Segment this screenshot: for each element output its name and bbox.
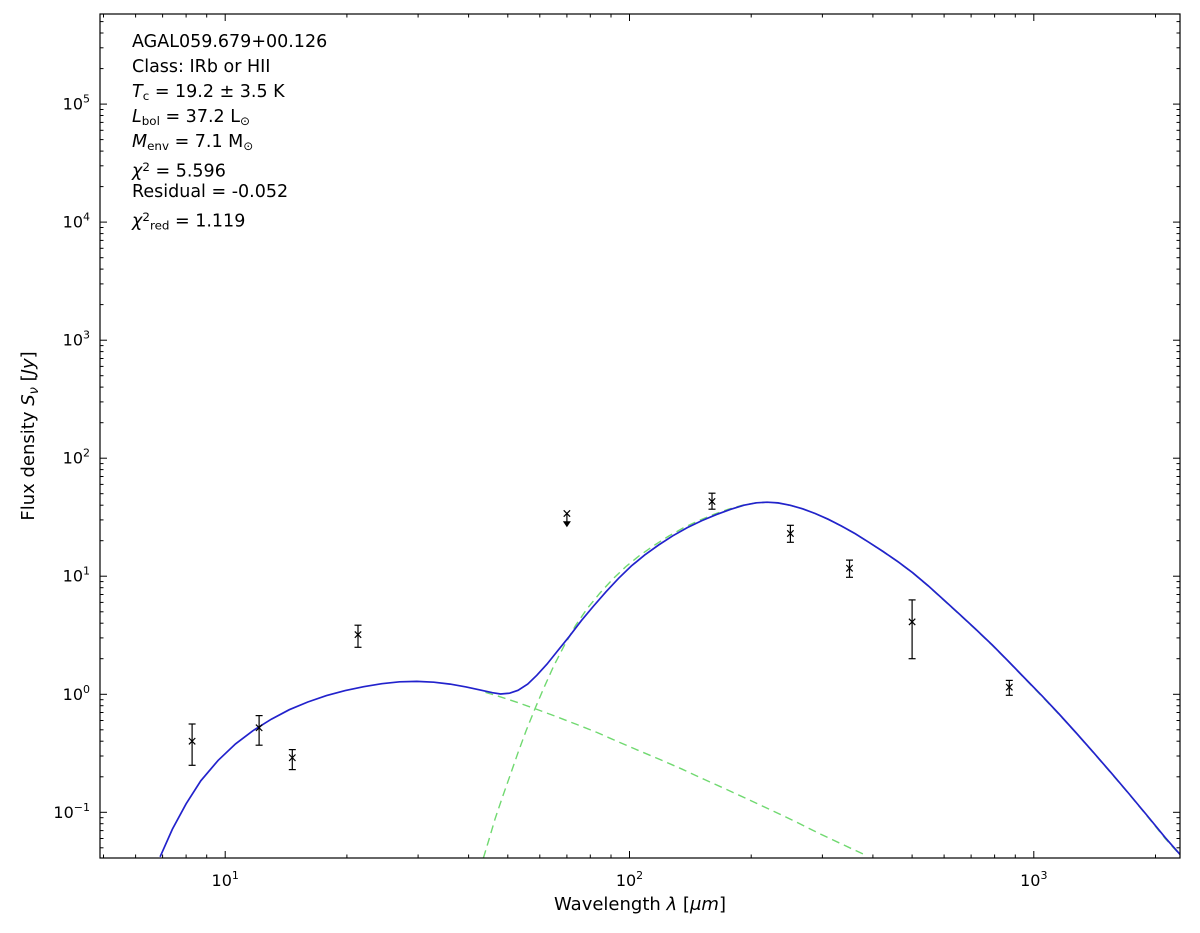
fit-param-line: Class: IRb or HII [132,57,271,77]
y-axis-label: Flux density Sν​ [Jy] [18,351,42,520]
data-point [1005,679,1013,696]
fit-param-line: Lbol = 37.2 L⊙ [132,107,250,128]
data-point [708,492,716,510]
total-model-curve [159,501,1180,858]
fit-parameters-annotation: AGAL059.679+00.126 Class: IRb or HII Tc = … [132,30,328,233]
data-point [786,524,795,543]
x-axis-tick-labels: 101​ 102​ 103​ [212,869,1048,890]
data-point [288,748,296,771]
plot-border [99,13,1181,859]
fit-param-line: χ2red = 1.119 [132,210,246,233]
data-point [845,559,854,578]
fit-param-line: Residual = -0.052 [132,182,289,202]
data-point [908,599,916,660]
upper-limit-marker [562,509,571,528]
x-tick-label: 103​ [1020,869,1047,890]
photometry-points [188,492,1013,771]
x-tick-label: 101​ [212,869,239,890]
fit-param-line: Menv = 7.1 M⊙ [132,132,254,153]
y-tick-label: 102​ [63,447,90,468]
fit-param-line: AGAL059.679+00.126 [132,32,328,52]
fit-param-line: Tc = 19.2 ± 3.5 K [132,82,285,103]
y-axis-tick-labels: 10−1​ 100​ 101​ 102​ 103​ 104​ 105​ [53,93,90,822]
model-curves [159,501,1180,858]
y-tick-label: 100​ [63,683,90,704]
y-tick-label: 10−1​ [53,801,90,822]
y-tick-label: 103​ [63,329,90,350]
y-tick-label: 105​ [63,93,90,114]
y-tick-label: 101​ [63,565,90,586]
x-axis-label: Wavelength λ [μm] [554,894,726,915]
fit-param-line: χ2 = 5.596 [132,160,226,182]
data-point [255,714,263,746]
y-tick-label: 104​ [63,211,90,232]
warm-component-curve [485,691,865,856]
data-point [354,624,362,648]
data-point [188,723,196,766]
x-tick-label: 102​ [616,869,643,890]
